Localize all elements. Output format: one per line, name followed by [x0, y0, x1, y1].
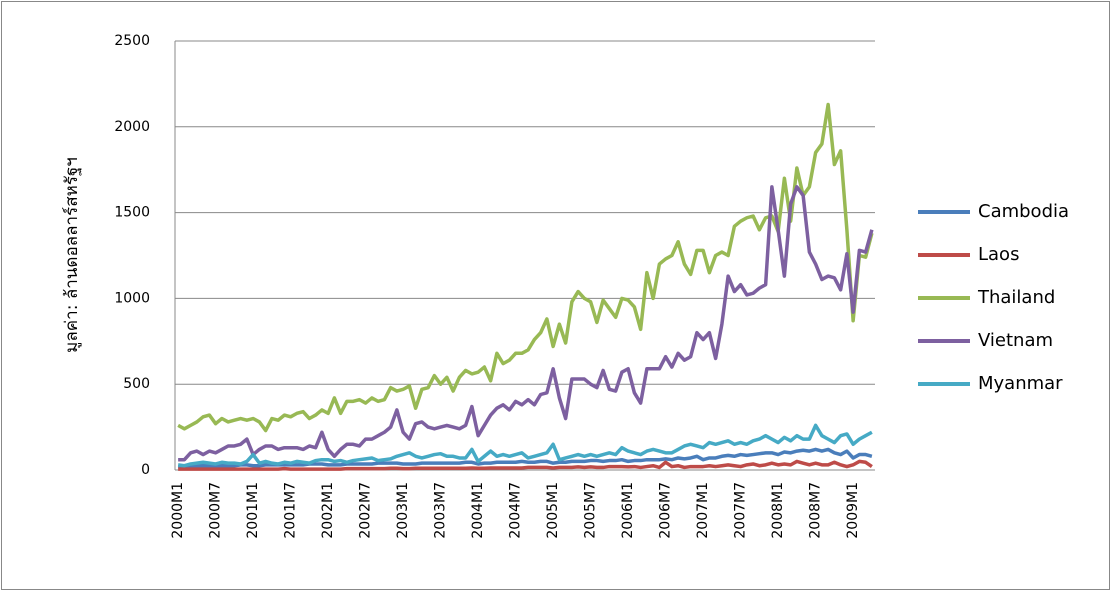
y-tick-label: 1000 [114, 290, 150, 306]
y-tick-label: 2500 [114, 33, 150, 49]
x-tick-label: 2003M7 [433, 482, 449, 539]
x-tick-label: 2006M7 [658, 482, 674, 539]
y-axis-label: มูลค่า: ล้านดอลลาร์สหรัฐฯ [62, 157, 82, 353]
x-tick-label: 2001M1 [245, 482, 261, 539]
legend-label: Vietnam [978, 330, 1053, 351]
x-tick-label: 2008M1 [770, 482, 786, 539]
x-tick-label: 2004M7 [508, 482, 524, 539]
x-tick-label: 2005M7 [583, 482, 599, 539]
series-line [178, 185, 874, 462]
x-tick-label: 2000M1 [170, 482, 186, 539]
x-tick-label: 2005M1 [545, 482, 561, 539]
x-tick-label: 2007M1 [695, 482, 711, 539]
y-tick-label: 0 [141, 462, 150, 478]
legend-label: Myanmar [978, 373, 1063, 394]
legend-label: Laos [978, 244, 1019, 265]
y-tick-label: 2000 [114, 119, 150, 135]
legend-label: Cambodia [978, 201, 1069, 222]
x-tick-label: 2008M7 [808, 482, 824, 539]
legend-label: Thailand [977, 287, 1055, 308]
x-tick-label: 2002M1 [320, 482, 336, 539]
x-tick-label: 2009M1 [845, 482, 861, 539]
x-tick-label: 2007M7 [733, 482, 749, 539]
x-tick-label: 2000M7 [208, 482, 224, 539]
series-line [178, 459, 873, 471]
x-tick-label: 2006M1 [620, 482, 636, 539]
y-tick-label: 500 [123, 376, 150, 392]
series-line [177, 102, 874, 433]
y-tick-label: 1500 [114, 205, 150, 221]
x-tick-label: 2002M7 [358, 482, 374, 539]
x-tick-label: 2003M1 [395, 482, 411, 539]
x-tick-label: 2004M1 [470, 482, 486, 539]
series-line [177, 423, 873, 468]
x-tick-label: 2001M7 [283, 482, 299, 539]
series-line [178, 447, 873, 469]
